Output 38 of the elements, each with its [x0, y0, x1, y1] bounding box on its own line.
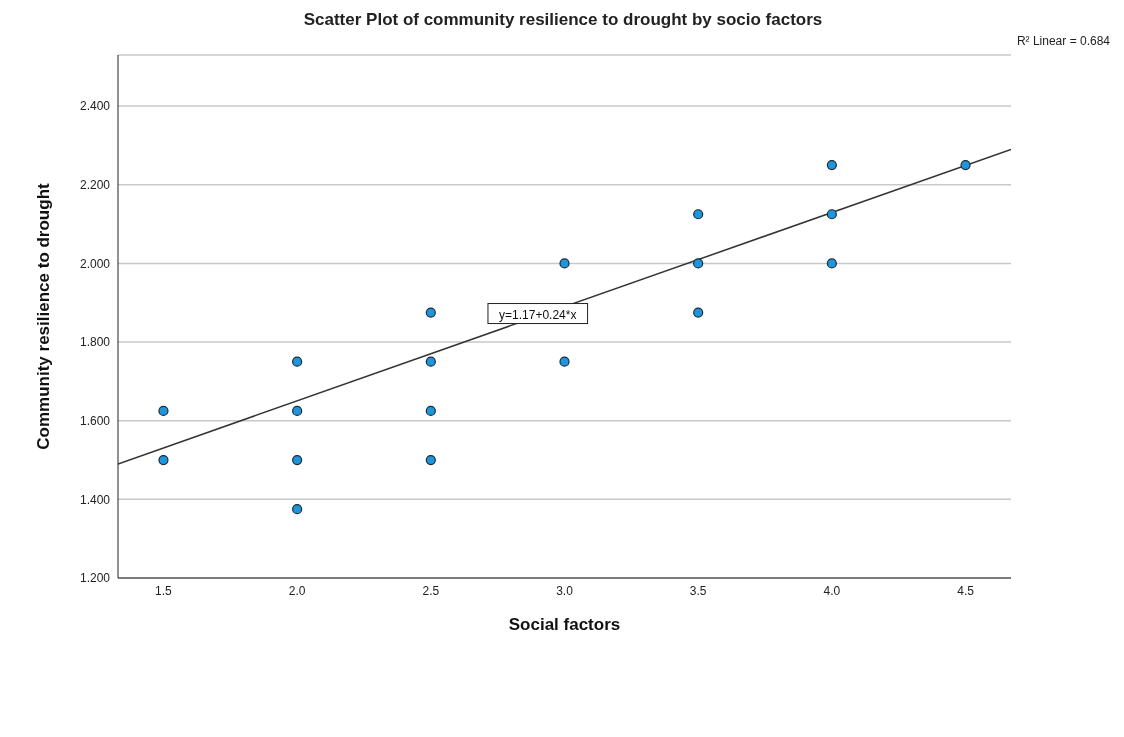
point	[826, 258, 837, 269]
point	[425, 356, 436, 367]
point	[693, 307, 704, 318]
x-axis-title: Social factors	[508, 615, 621, 634]
point	[425, 307, 436, 318]
chart-title: Scatter Plot of community resilience to drought by socio factors	[302, 10, 824, 30]
point	[826, 160, 837, 171]
point	[158, 405, 169, 416]
y-tick-label: 1.600	[79, 413, 111, 428]
y-tick-label: 1.400	[79, 492, 111, 507]
point	[158, 454, 169, 466]
x-tick-label: 3.5	[689, 583, 707, 598]
point	[425, 454, 436, 466]
point	[693, 209, 704, 220]
point	[292, 405, 303, 416]
point	[292, 454, 303, 466]
point	[559, 356, 570, 367]
y-tick-label: 2.400	[79, 99, 111, 114]
point	[292, 356, 303, 367]
x-tick-label: 2.5	[422, 583, 440, 598]
x-tick-label: 4.0	[823, 583, 841, 598]
x-tick-label: 4.5	[957, 583, 975, 598]
point	[960, 160, 971, 171]
annotation: y=1.17+0.24*x	[499, 307, 577, 322]
point	[292, 504, 303, 515]
y-tick-label: 2.200	[79, 178, 111, 193]
y-tick-label: 1.200	[79, 571, 111, 586]
point	[693, 258, 704, 269]
y-axis-title: Community resilience to drought	[34, 182, 54, 450]
x-tick-label: 2.0	[288, 583, 306, 598]
x-tick-label: 1.5	[155, 583, 173, 598]
text: R² Linear = 0.684	[1016, 34, 1110, 48]
x-tick-label: 3.0	[556, 583, 574, 598]
y-tick-label: 1.800	[79, 335, 111, 350]
y-tick-label: 2.000	[79, 256, 111, 271]
point	[559, 258, 570, 269]
point	[826, 209, 837, 220]
point	[425, 405, 436, 416]
